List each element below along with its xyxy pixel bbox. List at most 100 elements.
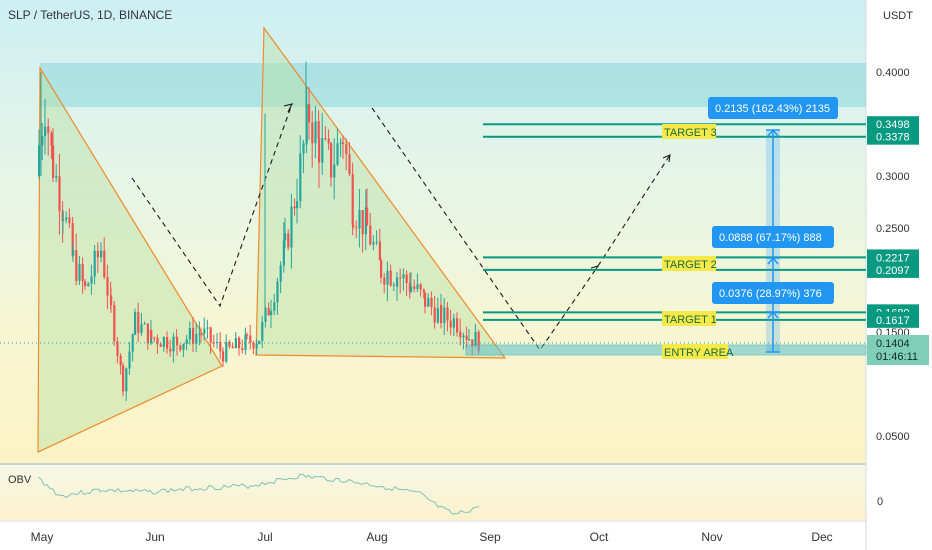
candle-body [225,341,228,362]
measure-arrowhead [767,256,779,265]
candle-body [134,312,137,335]
candle-body [52,145,55,178]
candle-body [159,344,162,347]
candle-body [110,296,113,305]
target2-label: TARGET 2 [664,259,717,271]
candle-body [84,281,87,287]
candle-body [106,277,109,296]
candle-body [314,121,317,144]
time-axis-label: May [31,530,54,544]
candle-body [462,335,465,338]
candles [38,61,480,402]
current-price-marker: 0.1404 01:46:11 [0,335,929,365]
candle-body [366,207,369,226]
candle-body [468,339,471,341]
candle-body [234,337,237,349]
candle-body [58,176,61,212]
level-label: 0.1617 [876,315,910,327]
triangle-pattern [37,65,223,453]
candle-body [355,227,358,229]
candle-body [410,286,413,292]
candle-body [380,260,383,278]
candle-body [290,206,293,248]
candle-body [369,225,372,245]
candle-body [162,337,165,347]
candle-body [330,143,333,178]
candle-body [375,241,378,243]
price-tick-label: 0.3000 [876,171,910,183]
candle-body [140,324,143,333]
price-tick-label: 0.2500 [876,223,910,235]
candle-body [348,154,351,174]
candle-body [279,265,282,282]
measure-arrowhead [767,128,779,137]
candle-body [185,339,188,344]
projection-paths [131,103,671,351]
candle-body [150,330,153,338]
time-axis-labels: May Jun Jul Aug Sep Oct Nov Dec [31,530,833,544]
candle-body [419,284,422,290]
candle-body [192,328,195,344]
candle-body [308,104,311,123]
target1-label: TARGET 1 [664,314,717,326]
candle-body [416,284,419,289]
candle-body [212,342,215,344]
candle-body [249,335,252,343]
measure-arrowhead [767,310,779,319]
level-label: 0.3378 [876,132,910,144]
candle-body [231,346,234,349]
candle-body [408,282,411,292]
candle-body [339,142,342,144]
candle-body [287,233,290,248]
candle-body [345,144,348,155]
candle-body [219,342,222,352]
candle-body [153,337,156,339]
candle-body [311,122,314,144]
candle-body [78,264,81,281]
candle-body [206,327,209,329]
time-axis-background [0,521,866,550]
candle-body [146,323,149,344]
candle-body [321,138,324,163]
obv-title: OBV [8,474,32,486]
candle-body [238,337,241,349]
candle-body [352,224,355,228]
candle-body [62,219,65,221]
candle-body [456,331,459,333]
entry-label-box [662,344,728,359]
candle-body [284,233,287,241]
price-axis-unit: USDT [883,10,913,22]
time-axis-label: Jul [257,530,272,544]
candle-body [427,297,430,307]
target1-label-box [662,311,716,326]
level-label-box [867,116,919,133]
obv-line [37,473,480,515]
candle-body [318,138,321,163]
level-label-box [867,128,919,145]
candle-body [452,318,455,328]
level-label: 0.2217 [876,252,910,264]
candle-body [244,334,247,351]
candle-body [156,338,159,345]
candle-body [72,250,75,256]
candle-body [96,250,99,258]
candle-body [333,164,336,178]
candle-body [41,136,44,146]
candle-body [195,334,198,344]
candle-body [402,274,405,279]
candle-body [302,143,305,154]
price-tick-label: 0.0500 [876,431,910,443]
candle-body [351,173,354,225]
candle-body [125,368,128,392]
candle-body [87,283,90,287]
level-label-box [867,311,919,328]
candle-body [68,217,71,224]
chart-title: SLP / TetherUS, 1D, BINANCE [8,8,172,22]
candle-body [405,274,408,283]
candle-body [75,250,78,281]
price-tick-label: 0.4000 [876,67,910,79]
measure-label-box [712,226,834,248]
